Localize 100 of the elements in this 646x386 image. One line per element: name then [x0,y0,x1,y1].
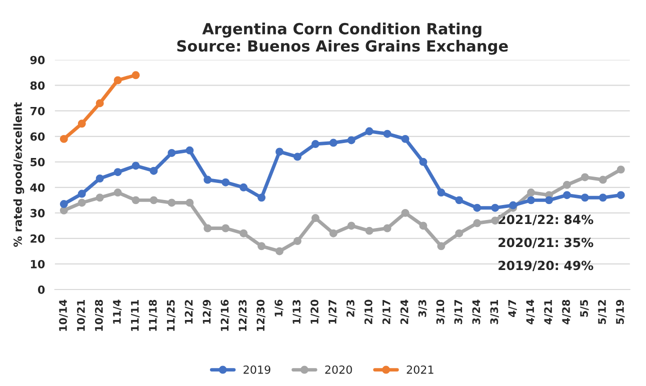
x-tick-label: 12/16 [220,300,230,331]
point [222,178,230,186]
point [60,134,68,143]
point [132,71,140,80]
point [347,136,356,144]
legend-label: 2020 [325,365,352,374]
point [132,162,140,170]
y-tick-label: 60 [30,132,45,141]
point [132,196,140,204]
point [616,191,625,200]
x-tick-label: 1/13 [292,300,302,324]
point [455,196,464,204]
point [598,194,607,202]
point [527,188,536,197]
x-tick-label: 1/6 [274,300,284,316]
x-tick-label: 12/2 [184,300,194,324]
x-tick-label: 2/3 [346,300,356,317]
legend-label: 2019 [244,365,270,374]
point [365,127,374,136]
point [276,148,284,156]
chart-title: Argentina Corn Condition Rating Source: Buenos Aires Grains Exchange [177,22,508,55]
point [311,214,320,222]
x-tick-label: 3/10 [436,300,446,324]
x-tick-label: 3/17 [454,300,464,324]
point [562,191,571,200]
point [204,224,212,232]
point [383,224,392,232]
point [419,222,428,230]
x-tick-label: 3/24 [472,300,481,324]
legend-label: 2021 [406,365,434,374]
point [186,146,194,154]
x-tick-label: 10/14 [59,300,68,331]
x-tick-label: 5/12 [598,300,607,324]
point [491,204,500,212]
point [114,168,122,176]
point [401,134,410,143]
annotation: 2019/20: 49% [498,260,594,272]
point [562,180,571,189]
point [419,158,428,166]
point [96,174,104,182]
x-tick-label: 5/19 [616,300,625,324]
x-tick-label: 2/10 [364,300,374,324]
point [258,242,266,250]
point [96,194,104,202]
point [509,201,518,210]
point [329,229,338,238]
point [168,148,176,157]
point [293,152,302,161]
y-tick-label: 40 [30,183,45,192]
x-tick-label: 11/25 [166,300,176,331]
point [78,120,86,128]
x-tick-label: 10/21 [77,300,86,331]
y-tick-label: 90 [30,56,45,64]
y-tick-label: 20 [30,234,45,243]
point [240,183,248,192]
y-tick-label: 70 [30,106,45,116]
point [401,208,410,217]
x-tick-label: 3/31 [490,300,499,324]
point [455,229,464,238]
x-tick-label: 3/3 [418,300,428,317]
x-tick-label: 12/30 [256,300,266,331]
point [114,76,122,84]
point [258,194,266,202]
annotation: 2020/21: 35% [498,238,594,248]
point [222,224,230,232]
x-tick-label: 1/27 [328,300,338,324]
x-tick-label: 12/9 [202,300,212,324]
x-tick-label: 11/18 [148,300,158,331]
point [437,188,446,197]
point [473,219,482,228]
x-tick-label: 11/4 [113,300,122,324]
point [240,229,248,238]
x-tick-label: 4/14 [526,300,535,324]
x-tick-label: 5/5 [580,300,589,317]
point [276,247,284,256]
point [311,140,320,148]
point [150,196,158,204]
y-tick-label: 0 [38,285,45,294]
annotation: 2021/22: 84% [498,214,594,226]
point [150,166,158,175]
point [60,200,68,208]
point [598,176,607,184]
point [186,198,194,207]
y-tick-label: 30 [30,208,45,218]
x-tick-label: 2/24 [400,300,410,324]
point [527,196,536,204]
point [580,173,589,182]
point [347,222,356,230]
y-tick-label: 50 [30,158,45,166]
point [78,198,86,207]
point [437,242,446,250]
point [473,204,482,212]
point [78,190,86,198]
x-tick-label: 4/7 [508,300,517,318]
y-tick-label: 80 [30,81,45,90]
point [96,99,104,108]
point [580,194,589,202]
x-tick-label: 4/28 [562,300,571,324]
point [383,130,392,138]
point [545,196,553,204]
